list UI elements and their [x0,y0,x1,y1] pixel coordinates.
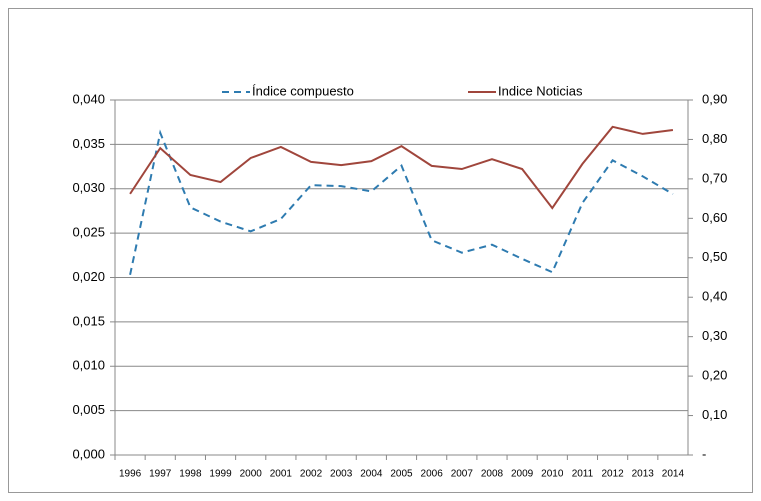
y-tick-label: 0,025 [72,225,105,240]
y2-tick-label: 0,30 [702,328,727,343]
y2-tick-label: 0,90 [702,91,727,106]
y2-tick-label: 0,40 [702,289,727,304]
x-tick-label: 2012 [601,469,624,480]
x-tick-label: 2002 [300,469,323,480]
x-tick-label: 2003 [330,469,353,480]
x-tick-label: 1999 [209,469,232,480]
chart-border [8,8,753,493]
x-tick-label: 1998 [179,469,202,480]
x-tick-label: 2004 [360,469,383,480]
x-tick-label: 1996 [119,469,142,480]
y-tick-label: 0,010 [72,358,105,373]
x-tick-label: 2006 [421,469,444,480]
x-tick-label: 2011 [572,469,594,480]
x-tick-label: 2000 [240,469,263,480]
x-tick-label: 2008 [481,469,504,480]
y2-tick-label: 0,50 [702,249,727,264]
series-line [129,129,674,276]
x-tick-label: 2013 [632,469,655,480]
x-tick-label: 2005 [390,469,413,480]
y-tick-label: 0,015 [72,313,105,328]
legend-label: Índice compuesto [252,83,354,98]
legend-label: Indice Noticias [498,83,583,98]
y2-tick-label: 0,60 [702,210,727,225]
y-tick-label: 0,005 [72,402,105,417]
x-tick-label: 2001 [270,469,293,480]
y-tick-label: 0,035 [72,136,105,151]
x-tick-label: 2010 [541,469,564,480]
y2-tick-label: 0,20 [702,368,727,383]
y-tick-label: 0,000 [72,446,105,461]
y-tick-label: 0,030 [72,180,105,195]
x-tick-label: 1997 [149,469,172,480]
y-tick-label: 0,040 [72,91,105,106]
series-line [129,125,674,210]
y2-tick-label: 0,10 [702,407,727,422]
x-tick-label: 2014 [662,469,685,480]
y-tick-label: 0,020 [72,269,105,284]
y2-tick-label: - [702,446,706,461]
x-tick-label: 2009 [511,469,534,480]
x-tick-label: 2007 [451,469,474,480]
y2-tick-label: 0,70 [702,170,727,185]
y2-tick-label: 0,80 [702,131,727,146]
